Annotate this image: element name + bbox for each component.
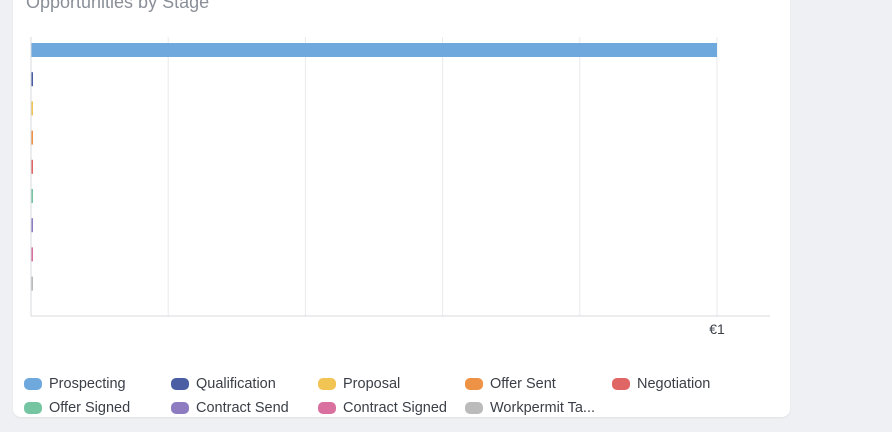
legend-item[interactable]: Prospecting [24, 375, 171, 393]
legend-swatch [24, 378, 42, 390]
bar-offer-sent[interactable] [31, 130, 33, 145]
legend-label: Proposal [343, 376, 401, 392]
legend-swatch [612, 378, 630, 390]
card-title: Opportunities by Stage [26, 0, 210, 12]
bar-offer-signed[interactable] [31, 189, 33, 203]
bar-prospecting[interactable] [31, 43, 717, 57]
legend-item[interactable]: Contract Signed [318, 399, 465, 417]
legend-swatch [171, 378, 189, 390]
legend-label: Offer Sent [490, 376, 556, 392]
opportunities-by-stage-card: Opportunities by Stage [13, 0, 790, 417]
legend-label: Offer Signed [49, 400, 131, 416]
legend-swatch [318, 378, 336, 390]
x-tick-label: €1 [709, 321, 725, 337]
legend-swatch [465, 378, 483, 390]
legend-label: Qualification [196, 376, 276, 392]
legend-swatch [171, 402, 189, 414]
legend-item[interactable]: Contract Send [171, 399, 318, 417]
chart-legend: Prospecting Qualification Proposal Offer Se… [24, 375, 764, 417]
bar-qualification[interactable] [31, 72, 33, 87]
legend-label: Contract Signed [343, 400, 447, 416]
legend-label: Prospecting [49, 376, 126, 392]
legend-item[interactable]: Offer Signed [24, 399, 171, 417]
bar-workpermit-ta[interactable] [31, 276, 33, 291]
legend-item[interactable]: Proposal [318, 375, 465, 393]
legend-item[interactable]: Offer Sent [465, 375, 612, 393]
bar-negotiation[interactable] [31, 159, 33, 174]
bar-contract-send[interactable] [31, 218, 33, 233]
legend-item[interactable]: Qualification [171, 375, 318, 393]
legend-label: Workpermit Ta... [490, 400, 596, 416]
legend-swatch [318, 402, 336, 414]
chart-axis: €1 [30, 37, 770, 337]
legend-swatch [465, 402, 483, 414]
legend-item[interactable]: Negotiation [612, 375, 762, 393]
chart-bars [31, 43, 717, 291]
legend-label: Contract Send [196, 400, 289, 416]
legend-label: Negotiation [637, 376, 711, 392]
legend-item[interactable]: Workpermit Ta... [465, 399, 612, 417]
bar-proposal[interactable] [31, 101, 33, 116]
bar-contract-signed[interactable] [31, 247, 33, 262]
chart-grid [167, 37, 718, 316]
legend-swatch [24, 402, 42, 414]
